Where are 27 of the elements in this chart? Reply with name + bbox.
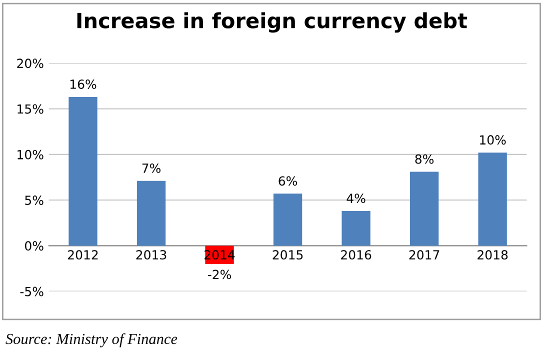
- x-tick-label: 2015: [272, 250, 303, 260]
- data-label: 8%: [415, 154, 434, 164]
- data-label: 16%: [70, 80, 96, 89]
- x-tick-label: 2016: [341, 250, 372, 260]
- x-tick-label: 2012: [68, 250, 98, 260]
- data-label: 6%: [278, 176, 298, 186]
- data-label: -2%: [208, 270, 232, 280]
- y-tick-label: 20%: [17, 58, 44, 68]
- bar: [410, 172, 439, 246]
- data-label: 4%: [346, 194, 366, 204]
- bar: [273, 194, 302, 246]
- y-tick-label: 5%: [25, 196, 44, 205]
- data-label: 7%: [142, 163, 160, 173]
- bar: [342, 211, 370, 246]
- x-tick-label: 2013: [136, 250, 166, 260]
- bar: [136, 180, 166, 246]
- y-tick-label: 0%: [25, 241, 44, 251]
- x-tick-label: 2017: [409, 250, 440, 260]
- y-tick-label: 10%: [18, 150, 44, 160]
- y-tick-label: -5%: [20, 286, 44, 296]
- data-label: 10%: [480, 135, 506, 145]
- bar: [478, 152, 507, 246]
- bar: [68, 96, 98, 246]
- x-tick-label: 2018: [478, 250, 508, 260]
- chart-title: Increase in foreign currency debt: [77, 12, 468, 33]
- source-note: Source: Ministry of Finance: [6, 333, 178, 348]
- y-tick-label: 15%: [18, 104, 44, 114]
